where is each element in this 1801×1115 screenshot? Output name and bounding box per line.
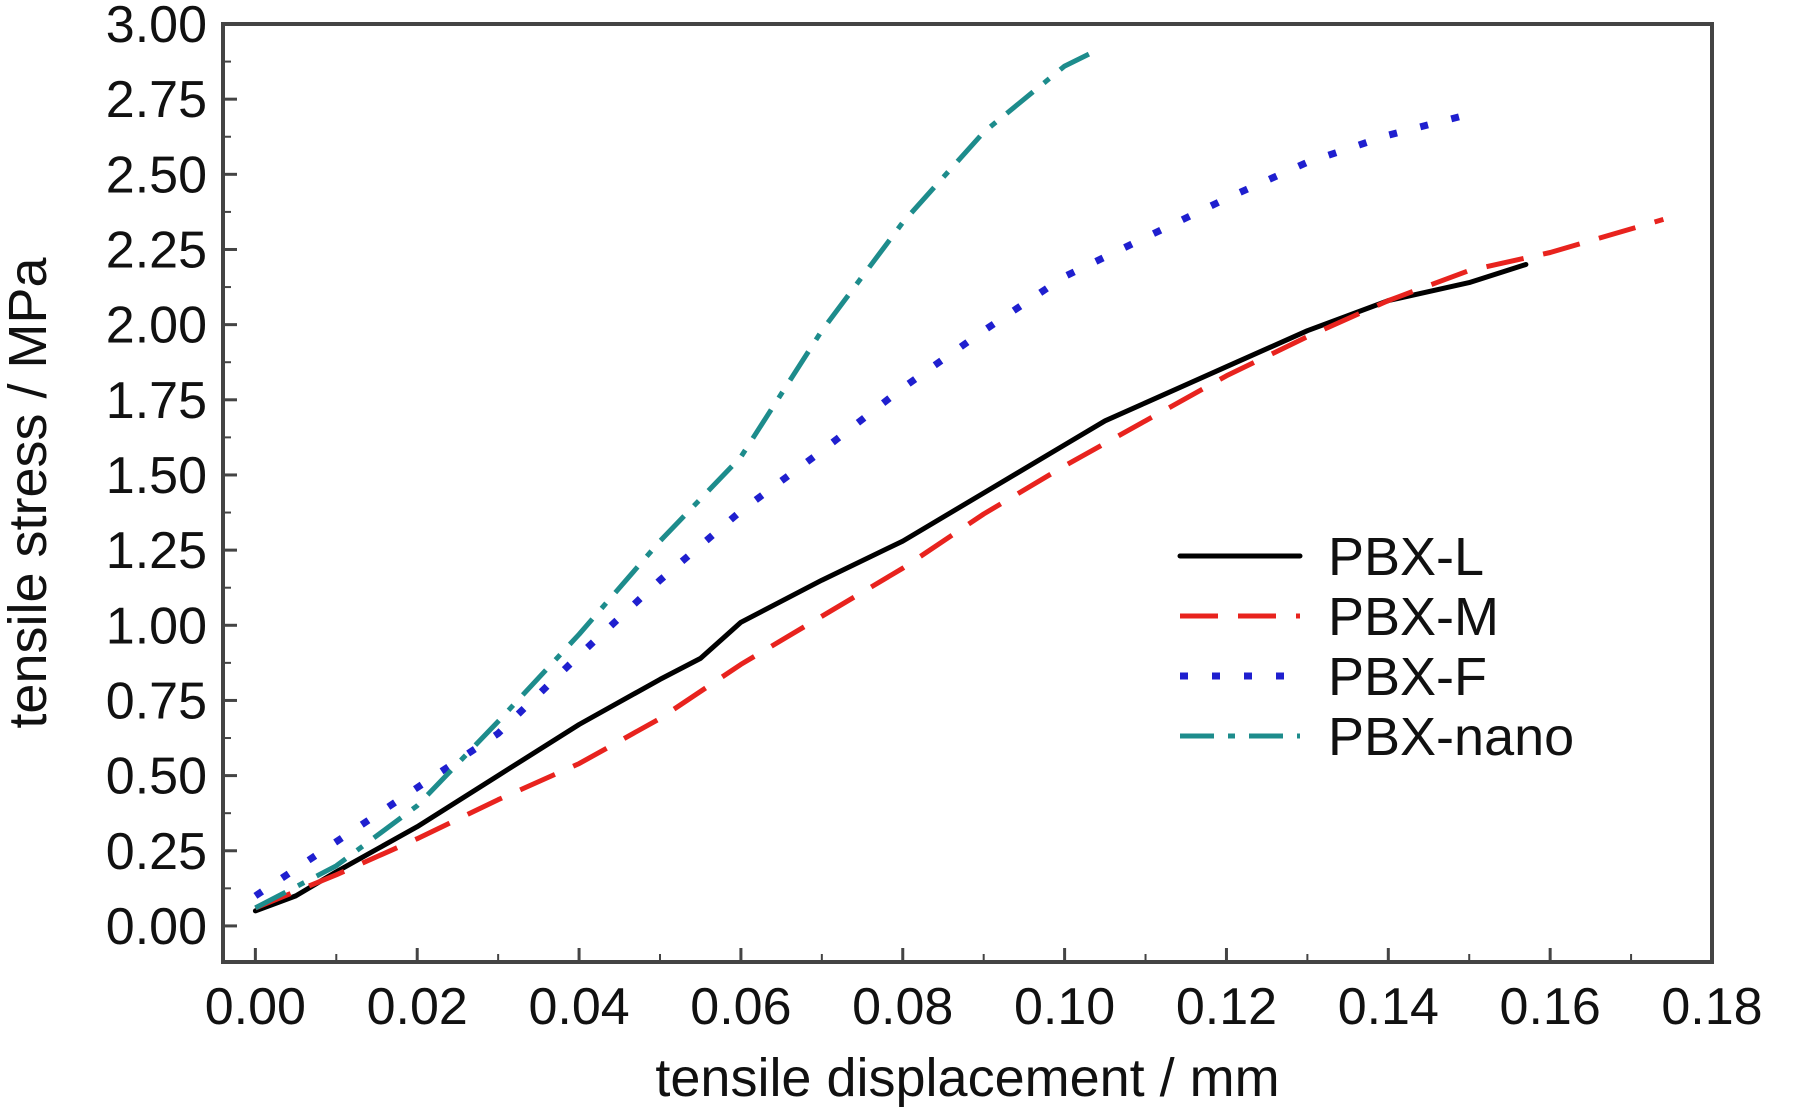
- legend-label: PBX-L: [1328, 527, 1484, 587]
- legend-label: PBX-nano: [1328, 707, 1574, 767]
- x-tick-label: 0.18: [1661, 978, 1762, 1036]
- y-tick-label: 2.25: [106, 221, 207, 279]
- y-tick-label: 1.75: [106, 372, 207, 430]
- y-tick-label: 2.75: [106, 71, 207, 129]
- y-tick-label: 1.50: [106, 447, 207, 505]
- ticks-layer: 0.00 0.02 0.04 0.06 0.08 0.10 0.12 0.14 0.16 0.18…: [106, 0, 1763, 1036]
- y-tick-label: 1.00: [106, 597, 207, 655]
- x-axis-title: tensile displacement / mm: [655, 1048, 1279, 1108]
- x-tick-label: 0.10: [1014, 978, 1115, 1036]
- x-tick-label: 0.02: [367, 978, 468, 1036]
- series-line-pbx-m: [254, 217, 1665, 911]
- plot-frame: [221, 22, 1714, 964]
- y-tick-label: 0.75: [106, 672, 207, 730]
- y-tick-label: 2.00: [106, 297, 207, 355]
- series-layer: [252, 51, 1665, 914]
- y-tick-label: 2.50: [106, 146, 207, 204]
- x-tick-label: 0.08: [852, 978, 953, 1036]
- y-tick-label: 1.25: [106, 522, 207, 580]
- x-tick-label: 0.14: [1338, 978, 1439, 1036]
- series-line-pbx-f: [253, 110, 1471, 899]
- legend-label: PBX-F: [1328, 647, 1487, 707]
- y-tick-label: 0.50: [106, 748, 207, 806]
- series-line-pbx-l: [252, 262, 1529, 914]
- x-tick-label: 0.06: [690, 978, 791, 1036]
- x-tick-label: 0.04: [528, 978, 629, 1036]
- y-tick-label: 3.00: [106, 0, 207, 54]
- legend-label: PBX-M: [1328, 587, 1499, 647]
- y-tick-label: 0.25: [106, 823, 207, 881]
- y-tick-label: 0.00: [106, 898, 207, 956]
- x-tick-label: 0.12: [1176, 978, 1277, 1036]
- x-tick-label: 0.00: [205, 978, 306, 1036]
- y-axis-title: tensile stress / MPa: [0, 256, 58, 728]
- x-tick-label: 0.16: [1500, 978, 1601, 1036]
